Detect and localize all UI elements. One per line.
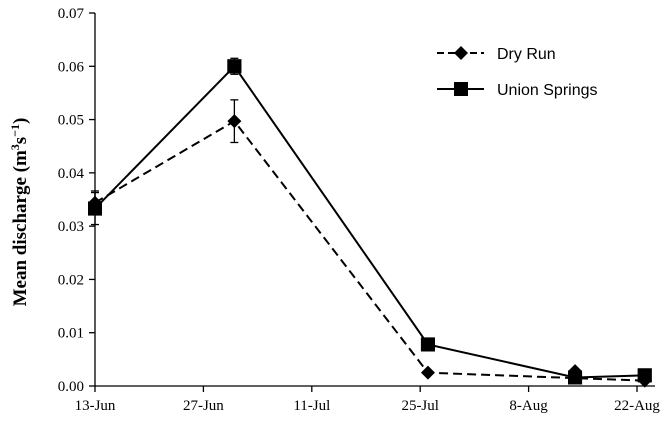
y-tick-label: 0.05: [58, 113, 84, 129]
x-tick-label: 8-Aug: [509, 398, 548, 414]
y-tick-label: 0.01: [58, 326, 84, 342]
y-tick-label: 0.02: [58, 272, 84, 288]
union-springs-line: [94, 64, 645, 379]
x-tick-label: 13-Jun: [75, 398, 116, 414]
union-springs-square-point: [637, 368, 652, 383]
union-springs-square-point: [227, 59, 242, 74]
y-tick-label: 0.07: [58, 6, 85, 22]
y-tick-label: 0.06: [58, 59, 85, 75]
y-axis-label: Mean discharge (m3s−1): [8, 118, 31, 307]
x-tick-label: 27-Jun: [183, 398, 224, 414]
union-springs-square-point: [88, 201, 102, 216]
legend: Dry Run Union Springs: [437, 46, 598, 99]
x-tick-label: 22-Aug: [614, 398, 660, 414]
legend-label-union-springs: Union Springs: [497, 82, 598, 99]
legend-entry-dry-run: Dry Run: [437, 46, 556, 63]
legend-diamond-marker: [454, 46, 468, 60]
dry-run-line: [94, 119, 645, 382]
union-springs-square-point: [568, 370, 583, 385]
y-tick-label: 0.03: [58, 219, 84, 235]
dry-run-diamond-point: [227, 114, 242, 129]
y-tick-label: 0.04: [58, 166, 85, 182]
union-springs-square-point: [420, 337, 435, 352]
x-tick-label: 25-Jul: [401, 398, 439, 414]
dry-run-diamond-point: [420, 365, 435, 380]
legend-entry-union-springs: Union Springs: [437, 82, 598, 99]
x-tick-label: 11-Jul: [293, 398, 330, 414]
legend-label-dry-run: Dry Run: [497, 46, 556, 63]
y-tick-label: 0.00: [58, 379, 84, 395]
legend-square-marker: [454, 82, 468, 96]
